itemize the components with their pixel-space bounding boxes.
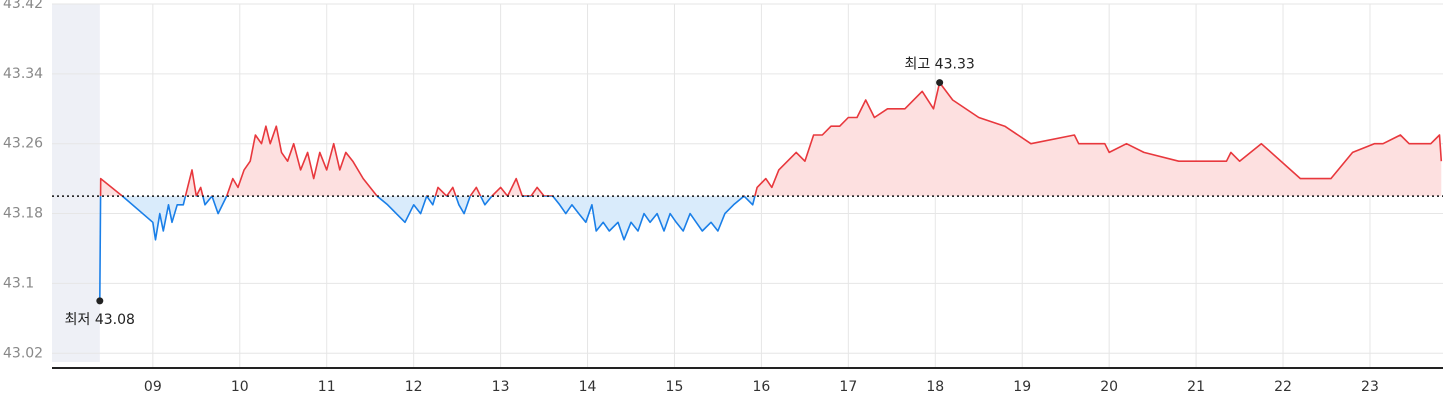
y-tick-label: 43.34 <box>3 66 43 82</box>
y-tick-label: 43.18 <box>3 206 43 222</box>
annotation-dot <box>936 79 944 87</box>
x-tick-label: 21 <box>1187 379 1205 395</box>
y-tick-label: 43.02 <box>3 345 43 361</box>
x-tick-label: 10 <box>231 379 249 395</box>
x-tick-label: 16 <box>752 379 770 395</box>
annotation-label: 최고 43.33 <box>904 57 974 73</box>
annotation-label: 최저 43.08 <box>65 312 135 328</box>
x-tick-label: 18 <box>926 379 944 395</box>
x-tick-label: 11 <box>318 379 336 395</box>
x-tick-label: 14 <box>579 379 597 395</box>
x-tick-label: 20 <box>1100 379 1118 395</box>
y-tick-label: 43.26 <box>3 136 43 152</box>
price-line <box>99 196 756 301</box>
y-tick-label: 43.1 <box>3 275 34 291</box>
session-band <box>52 4 100 362</box>
x-tick-label: 15 <box>666 379 684 395</box>
y-tick-label: 43.42 <box>3 0 43 12</box>
x-tick-label: 19 <box>1013 379 1031 395</box>
area <box>100 82 1442 197</box>
x-tick-label: 09 <box>144 379 162 395</box>
x-tick-label: 12 <box>405 379 423 395</box>
annotation-dot <box>96 297 104 305</box>
x-tick-label: 17 <box>839 379 857 395</box>
x-tick-label: 23 <box>1361 379 1379 395</box>
x-tick-label: 22 <box>1274 379 1292 395</box>
price-line <box>99 81 1443 197</box>
x-tick-label: 13 <box>492 379 510 395</box>
